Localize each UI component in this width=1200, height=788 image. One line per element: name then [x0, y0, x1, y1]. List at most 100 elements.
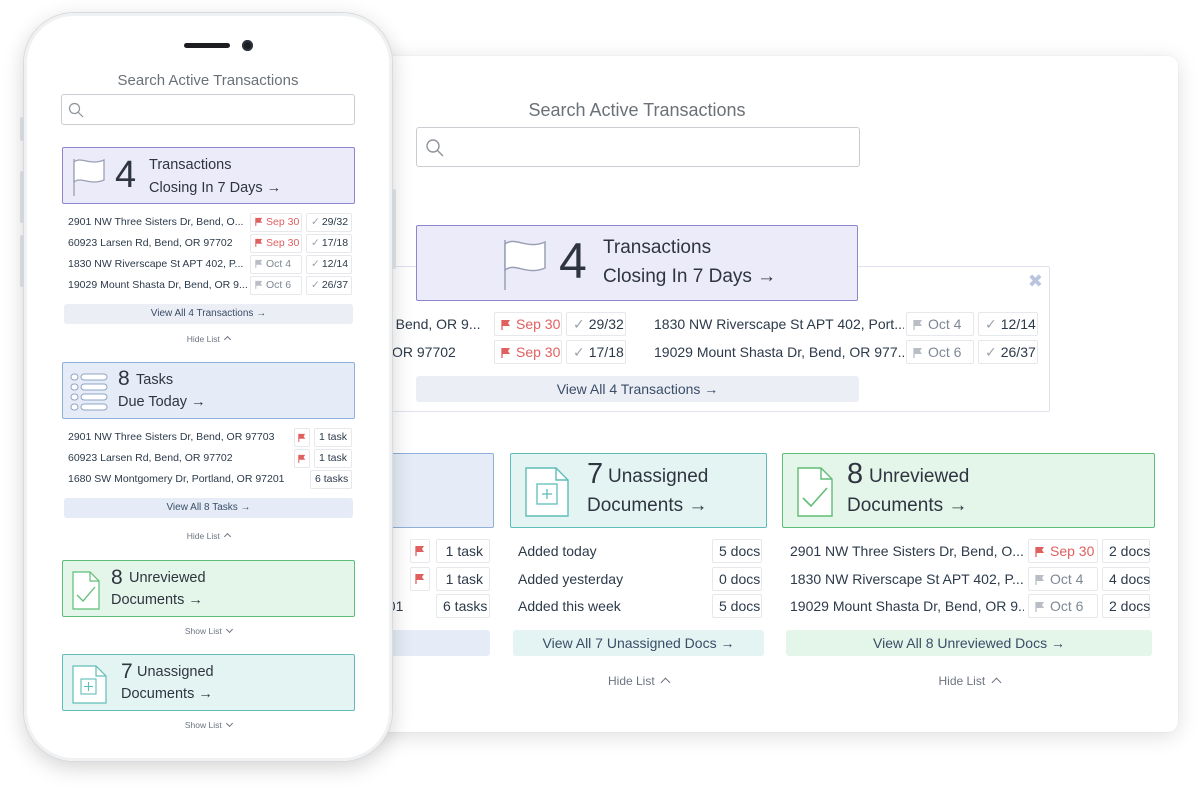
flag-icon [1035, 602, 1044, 612]
flag-icon [913, 320, 922, 330]
close-icon[interactable]: ✖ [1027, 271, 1043, 291]
check-icon: ✓ [985, 316, 997, 332]
flag-icon [298, 433, 306, 442]
closing-date-badge: Sep 30 [250, 213, 302, 232]
table-row[interactable]: 60923 Larsen Rd, Bend, OR 97702 Sep 30 ✓… [64, 234, 354, 253]
side-button [20, 235, 24, 287]
flag-icon [1035, 547, 1044, 557]
unassigned-count: 7 [587, 458, 604, 490]
chevron-up-icon [991, 677, 1001, 688]
unreviewed-count: 8 [111, 566, 123, 589]
closing-date-badge: Oct 4 [906, 312, 974, 336]
unassigned-documents-card[interactable]: 7 Unassigned Documents → [62, 654, 355, 711]
doc-count-badge: 5 docs [712, 539, 762, 563]
task-count-badge: 6 tasks [310, 470, 352, 489]
task-count-badge: 6 tasks [436, 594, 490, 618]
progress-badge: ✓ 26/37 [306, 276, 352, 295]
chevron-up-icon [224, 532, 232, 541]
document-add-icon [525, 467, 569, 517]
tasks-card[interactable]: 8 Tasks Due Today → [62, 362, 355, 419]
transactions-title: Transactions [603, 237, 712, 258]
table-row[interactable]: 60923 Larsen Rd, Bend, OR 97702 1 task [64, 449, 354, 468]
flag-icon [501, 348, 510, 358]
table-row[interactable]: 2901 NW Three Sisters Dr, Bend, O... Sep… [790, 539, 1152, 563]
check-icon: ✓ [573, 344, 585, 360]
flag-icon [415, 546, 424, 556]
row-address: 1680 SW Montgomery Dr, Portland, OR 9720… [68, 473, 285, 485]
list-item[interactable]: Added this week 5 docs [518, 594, 762, 618]
table-row[interactable]: 1830 NW Riverscape St APT 402, Port... O… [654, 312, 1044, 336]
closing-date-badge: Sep 30 [250, 234, 302, 253]
row-address: 1830 NW Riverscape St APT 402, P... [790, 571, 1024, 587]
doc-count-badge: 2 docs [1102, 539, 1150, 563]
side-button [20, 117, 24, 141]
unassigned-title: Unassigned [608, 466, 709, 487]
unassigned-documents-card[interactable]: 7 Unassigned Documents → [510, 453, 767, 528]
search-label: Search Active Transactions [117, 72, 299, 89]
search-input[interactable] [61, 94, 355, 125]
view-all-transactions-button[interactable]: View All 4 Transactions → [416, 376, 859, 402]
transactions-subtitle: Closing In 7 Days → [149, 180, 282, 196]
doc-period-label: Added yesterday [518, 571, 624, 587]
transactions-closing-card[interactable]: 4 Transactions Closing In 7 Days → [416, 225, 858, 301]
transactions-count: 4 [559, 233, 587, 289]
table-row[interactable]: 2901 NW Three Sisters Dr, Bend, OR 97703… [64, 428, 354, 447]
row-address: 1830 NW Riverscape St APT 402, P... [68, 258, 244, 270]
row-address: 60923 Larsen Rd, Bend, OR 97702 [68, 452, 233, 464]
unassigned-subtitle: Documents → [121, 686, 213, 702]
table-row[interactable]: 1830 NW Riverscape St APT 402, P... Oct … [64, 255, 354, 274]
row-address: 1830 NW Riverscape St APT 402, Port... [654, 316, 904, 332]
list-item[interactable]: Added today 5 docs [518, 539, 762, 563]
view-all-tasks-button[interactable]: View All 8 Tasks → [64, 498, 353, 518]
unreviewed-title: Unreviewed [129, 570, 206, 586]
show-list-toggle[interactable]: Show List [64, 719, 353, 730]
check-icon: ✓ [311, 216, 320, 228]
row-address: 60923 Larsen Rd, Bend, OR 97702 [68, 237, 233, 249]
table-row[interactable]: r, Bend, OR 9... Sep 30 ✓ 29/32 [332, 312, 632, 336]
list-item[interactable]: Added yesterday 0 docs [518, 567, 762, 591]
hide-list-toggle[interactable]: Hide List [513, 674, 764, 688]
search-input[interactable] [416, 127, 860, 167]
table-row[interactable]: 19029 Mount Shasta Dr, Bend, OR 9... Oct… [790, 594, 1152, 618]
doc-period-label: Added today [518, 543, 597, 559]
unreviewed-documents-card[interactable]: 8 Unreviewed Documents → [62, 560, 355, 617]
hide-list-toggle[interactable]: Hide List [64, 334, 353, 344]
view-all-unassigned-button[interactable]: View All 7 Unassigned Docs → [513, 630, 764, 656]
phone-speaker [184, 43, 230, 48]
document-check-icon [797, 467, 833, 517]
progress-badge: ✓ 17/18 [306, 234, 352, 253]
chevron-down-icon [226, 719, 234, 728]
table-row[interactable]: 2901 NW Three Sisters Dr, Bend, O... Sep… [64, 213, 354, 232]
search-icon [426, 139, 444, 157]
view-all-transactions-button[interactable]: View All 4 Transactions → [64, 304, 353, 324]
desktop-window: Search Active Transactions ✖ 4 Transacti… [292, 56, 1178, 732]
table-row[interactable]: 19029 Mount Shasta Dr, Bend, OR 9... Oct… [64, 276, 354, 295]
hide-list-toggle[interactable]: Hide List [786, 674, 1152, 688]
table-row[interactable]: 1830 NW Riverscape St APT 402, P... Oct … [790, 567, 1152, 591]
table-row[interactable]: 1 task [332, 567, 492, 591]
closing-date-badge: Sep 30 [494, 340, 562, 364]
hide-list-toggle[interactable]: Hide List [64, 531, 353, 541]
show-list-toggle[interactable]: Show List [64, 625, 353, 636]
check-icon: ✓ [985, 344, 997, 360]
flag-icon [501, 320, 510, 330]
transactions-closing-card[interactable]: 4 Transactions Closing In 7 Days → [62, 147, 355, 204]
view-all-unreviewed-button[interactable]: View All 8 Unreviewed Docs → [786, 630, 1152, 656]
table-row[interactable]: 1680 SW Montgomery Dr, Portland, OR 9720… [64, 470, 354, 489]
transactions-subtitle: Closing In 7 Days → [603, 266, 777, 287]
flag-icon [255, 259, 263, 268]
task-count-badge: 1 task [436, 567, 490, 591]
search-icon [68, 102, 84, 118]
side-button [20, 171, 24, 223]
row-address: 19029 Mount Shasta Dr, Bend, OR 9... [68, 279, 248, 291]
unreviewed-documents-card[interactable]: 8 Unreviewed Documents → [782, 453, 1155, 528]
table-row[interactable]: 19029 Mount Shasta Dr, Bend, OR 977... O… [654, 340, 1044, 364]
closing-date-badge: Oct 6 [906, 340, 974, 364]
row-address: 19029 Mount Shasta Dr, Bend, OR 977... [654, 344, 904, 360]
row-address: 2901 NW Three Sisters Dr, Bend, O... [790, 543, 1024, 559]
table-row[interactable]: 201 6 tasks [332, 594, 492, 618]
task-count-badge: 1 task [314, 449, 352, 468]
table-row[interactable]: OR 97702 Sep 30 ✓ 17/18 [332, 340, 632, 364]
row-address: r, Bend, OR 9... [384, 316, 481, 332]
task-count-badge: 1 task [436, 539, 490, 563]
